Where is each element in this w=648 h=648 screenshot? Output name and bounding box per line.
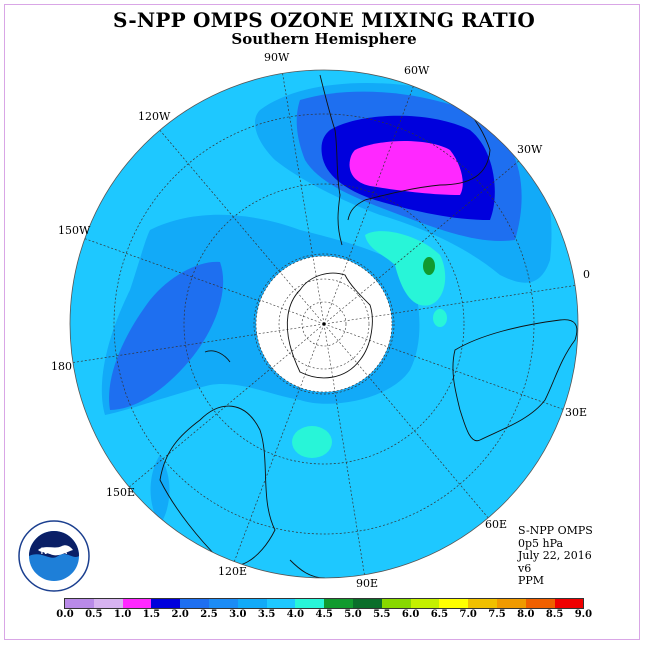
noaa-logo-text: NOAA xyxy=(41,546,68,556)
colorbar-swatch xyxy=(324,599,353,608)
colorbar-tick-label: 5.0 xyxy=(344,609,362,620)
colorbar-tick-label: 8.0 xyxy=(517,609,535,620)
lon-label-30e: 30E xyxy=(565,406,588,419)
colorbar-swatch xyxy=(352,599,382,608)
colorbar-tick-label: 4.0 xyxy=(286,609,305,620)
figure-frame xyxy=(4,4,640,640)
colorbar-swatch xyxy=(381,599,411,608)
colorbar-tick-label: 6.5 xyxy=(430,609,449,620)
colorbar-swatch xyxy=(266,599,296,608)
colorbar xyxy=(64,598,585,609)
map-title: S-NPP OMPS OZONE MIXING RATIO xyxy=(113,8,535,32)
antarctica-coastline xyxy=(286,272,373,379)
colorbar-swatch xyxy=(65,599,94,608)
colorbar-swatch xyxy=(496,599,526,608)
lon-label-60e: 60E xyxy=(485,518,508,531)
colorbar-tick-label: 5.5 xyxy=(373,609,391,620)
colorbar-swatch xyxy=(554,599,584,608)
colorbar-tick-label: 1.0 xyxy=(113,609,132,620)
info-date: July 22, 2016 xyxy=(518,549,592,562)
colorbar-tick-label: 2.5 xyxy=(200,609,218,620)
colorbar-tick-label: 3.0 xyxy=(229,609,247,620)
colorbar-ticks: 0.0 0.5 1.0 1.5 2.0 2.5 3.0 3.5 4.0 4.5 5.0 5.5 6.0 6… xyxy=(0,609,648,623)
lon-label-30w: 30W xyxy=(517,143,543,156)
colorbar-swatch xyxy=(410,599,440,608)
colorbar-tick-label: 7.0 xyxy=(459,609,477,620)
lon-label-120e: 120E xyxy=(218,565,248,578)
colorbar-tick-label: 2.0 xyxy=(171,609,189,620)
lon-label-120w: 120W xyxy=(138,110,171,123)
colorbar-swatch xyxy=(208,599,238,608)
colorbar-tick-label: 8.5 xyxy=(545,609,564,620)
colorbar-swatch xyxy=(237,599,267,608)
colorbar-swatch xyxy=(439,599,469,608)
colorbar-swatch xyxy=(151,599,181,608)
graticule xyxy=(70,70,578,578)
lon-label-60w: 60W xyxy=(404,64,430,77)
noaa-logo: NOAA xyxy=(18,520,90,592)
lon-label-150e: 150E xyxy=(106,486,136,499)
lon-label-90w: 90W xyxy=(264,51,290,64)
colorbar-tick-label: 3.5 xyxy=(257,609,276,620)
info-instrument: S-NPP OMPS xyxy=(518,524,593,537)
lon-label-180: 180 xyxy=(51,360,72,373)
colorbar-swatch xyxy=(295,599,325,608)
colorbar-tick-label: 0.0 xyxy=(56,609,74,620)
coastlines xyxy=(159,74,578,578)
info-level: 0p5 hPa xyxy=(518,536,564,550)
colorbar-tick-label: 7.5 xyxy=(488,609,506,620)
colorbar-swatch xyxy=(122,599,152,608)
colorbar-tick-label: 9.0 xyxy=(574,609,593,620)
colorbar-swatch xyxy=(93,599,123,608)
colorbar-tick-label: 1.5 xyxy=(142,609,161,620)
colorbar-swatch xyxy=(525,599,555,608)
map-subtitle: Southern Hemisphere xyxy=(231,30,417,48)
colorbar-tick-label: 6.0 xyxy=(401,609,420,620)
colorbar-swatch xyxy=(468,599,497,608)
colorbar-tick-label: 4.5 xyxy=(315,609,333,620)
lon-label-90e: 90E xyxy=(356,577,379,590)
info-version: v6 xyxy=(518,561,532,575)
lon-label-150w: 150W xyxy=(58,224,91,237)
colorbar-swatch xyxy=(180,599,209,608)
colorbar-tick-label: 0.5 xyxy=(85,609,103,620)
info-block: S-NPP OMPS 0p5 hPa July 22, 2016 v6 PPM xyxy=(518,524,593,588)
lon-label-0: 0 xyxy=(583,268,590,281)
info-units: PPM xyxy=(518,574,545,587)
